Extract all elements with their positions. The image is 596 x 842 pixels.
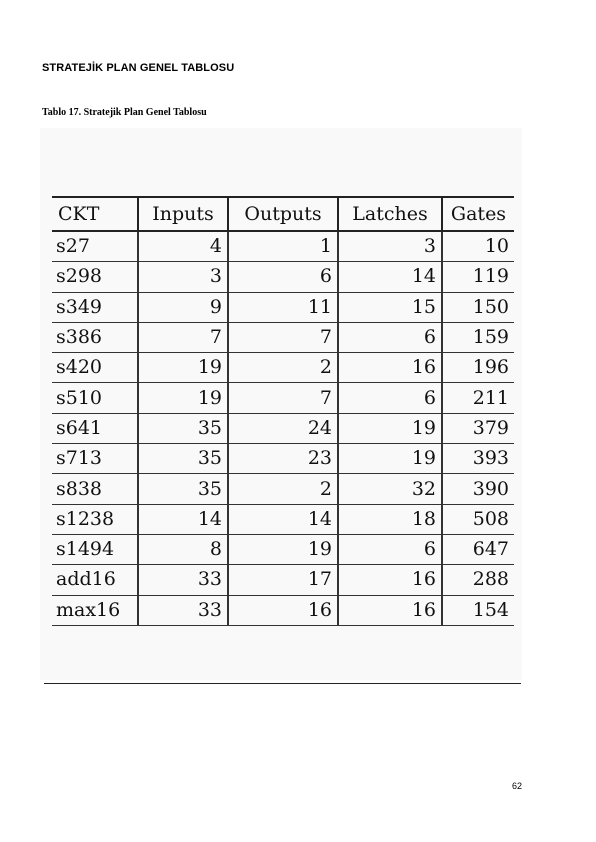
cell-gates: 508 [441, 504, 514, 535]
cell-inputs: 8 [137, 534, 228, 566]
cell-latches: 32 [337, 473, 442, 505]
cell-latches: 3 [337, 231, 442, 263]
cell-outputs: 19 [227, 534, 338, 566]
cell-ckt: s1494 [52, 534, 138, 566]
cell-inputs: 3 [137, 261, 228, 293]
cell-outputs: 2 [227, 352, 338, 384]
cell-inputs: 9 [137, 292, 228, 323]
cell-outputs: 14 [227, 504, 338, 535]
table-row: s1494 8 19 6 647 [52, 534, 514, 566]
cell-latches: 6 [337, 322, 442, 354]
cell-outputs: 1 [227, 231, 338, 263]
cell-ckt: s420 [52, 352, 138, 384]
table-row: s1238 14 14 18 508 [52, 504, 514, 535]
cell-outputs: 6 [227, 261, 338, 293]
cell-latches: 15 [337, 292, 442, 323]
page-heading: STRATEJİK PLAN GENEL TABLOSU [42, 62, 235, 74]
header-latches: Latches [337, 196, 442, 232]
table-header-row: CKT Inputs Outputs Latches Gates [52, 196, 514, 232]
cell-inputs: 14 [137, 504, 228, 535]
cell-inputs: 35 [137, 413, 228, 445]
cell-latches: 16 [337, 564, 442, 596]
cell-inputs: 35 [137, 473, 228, 505]
cell-latches: 14 [337, 261, 442, 293]
cell-gates: 288 [441, 564, 514, 596]
cell-latches: 16 [337, 595, 442, 626]
cell-gates: 211 [441, 382, 514, 414]
cell-ckt: add16 [52, 564, 138, 596]
cell-outputs: 7 [227, 382, 338, 414]
cell-ckt: s641 [52, 413, 138, 445]
header-ckt: CKT [52, 196, 138, 232]
table-row: s838 35 2 32 390 [52, 473, 514, 505]
cell-gates: 393 [441, 443, 514, 475]
cell-inputs: 19 [137, 352, 228, 384]
cell-inputs: 35 [137, 443, 228, 475]
header-inputs: Inputs [137, 196, 228, 232]
header-outputs: Outputs [227, 196, 338, 232]
cell-inputs: 33 [137, 595, 228, 626]
cell-inputs: 7 [137, 322, 228, 354]
horizontal-rule [44, 683, 521, 684]
table-row: s298 3 6 14 119 [52, 261, 514, 293]
table-row: max16 33 16 16 154 [52, 595, 514, 626]
cell-outputs: 23 [227, 443, 338, 475]
cell-latches: 18 [337, 504, 442, 535]
cell-gates: 154 [441, 595, 514, 626]
cell-ckt: s386 [52, 322, 138, 354]
cell-outputs: 24 [227, 413, 338, 445]
cell-gates: 390 [441, 473, 514, 505]
cell-gates: 10 [441, 231, 514, 263]
table-row: s27 4 1 3 10 [52, 231, 514, 263]
cell-latches: 19 [337, 443, 442, 475]
cell-outputs: 7 [227, 322, 338, 354]
table-row: s713 35 23 19 393 [52, 443, 514, 475]
cell-latches: 6 [337, 382, 442, 414]
cell-gates: 647 [441, 534, 514, 566]
cell-outputs: 2 [227, 473, 338, 505]
cell-outputs: 11 [227, 292, 338, 323]
cell-ckt: max16 [52, 595, 138, 626]
table-body: s27 4 1 3 10 s298 3 6 14 119 s349 9 11 15 150 s386 7 7 6 15… [52, 231, 514, 626]
cell-inputs: 33 [137, 564, 228, 596]
cell-inputs: 4 [137, 231, 228, 263]
cell-outputs: 17 [227, 564, 338, 596]
cell-latches: 6 [337, 534, 442, 566]
table-row: s349 9 11 15 150 [52, 292, 514, 323]
cell-gates: 196 [441, 352, 514, 384]
cell-gates: 159 [441, 322, 514, 354]
table-caption: Tablo 17. Stratejik Plan Genel Tablosu [42, 107, 207, 118]
cell-ckt: s713 [52, 443, 138, 475]
cell-latches: 19 [337, 413, 442, 445]
table-row: add16 33 17 16 288 [52, 564, 514, 596]
cell-ckt: s838 [52, 473, 138, 505]
cell-outputs: 16 [227, 595, 338, 626]
table-row: s420 19 2 16 196 [52, 352, 514, 384]
header-gates: Gates [441, 196, 514, 232]
table-row: s510 19 7 6 211 [52, 382, 514, 414]
cell-ckt: s298 [52, 261, 138, 293]
table-row: s386 7 7 6 159 [52, 322, 514, 354]
cell-ckt: s349 [52, 292, 138, 323]
table-row: s641 35 24 19 379 [52, 413, 514, 445]
cell-gates: 150 [441, 292, 514, 323]
cell-gates: 119 [441, 261, 514, 293]
circuit-table: CKT Inputs Outputs Latches Gates s27 4 1 3 1… [52, 196, 514, 626]
page-number: 62 [512, 781, 523, 791]
cell-ckt: s510 [52, 382, 138, 414]
cell-gates: 379 [441, 413, 514, 445]
cell-ckt: s1238 [52, 504, 138, 535]
cell-inputs: 19 [137, 382, 228, 414]
cell-ckt: s27 [52, 231, 138, 263]
cell-latches: 16 [337, 352, 442, 384]
